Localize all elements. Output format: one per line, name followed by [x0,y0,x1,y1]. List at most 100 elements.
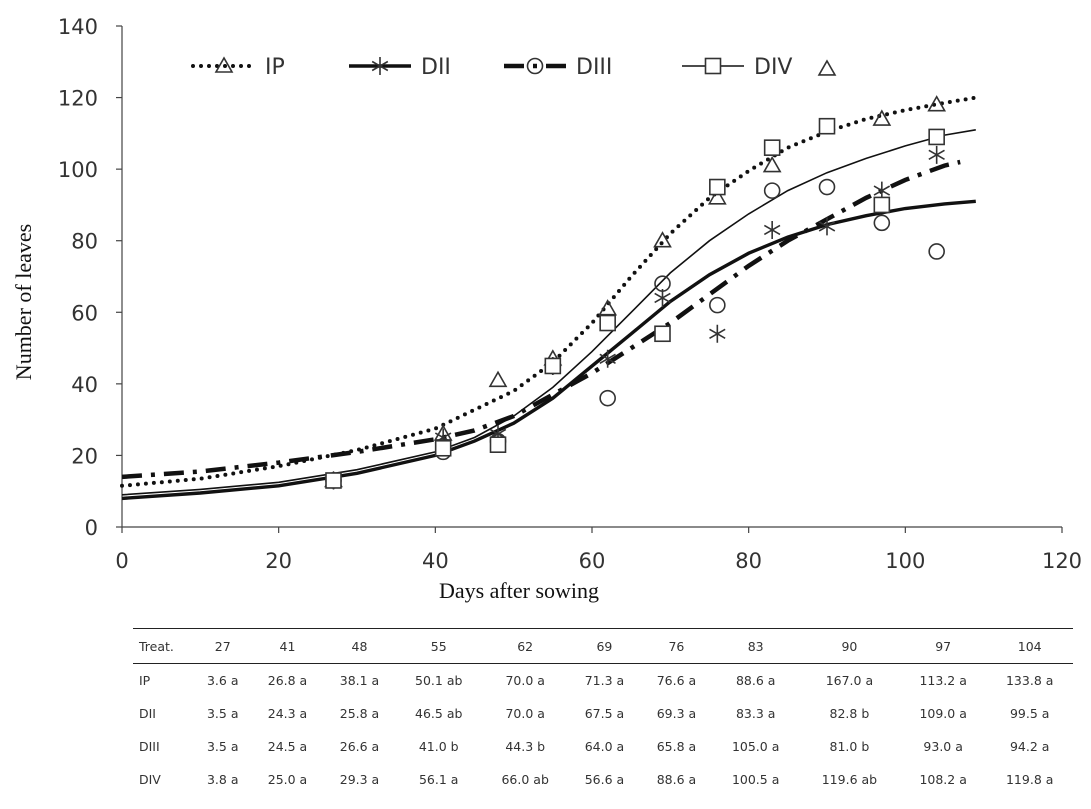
table-header-day: 76 [640,628,713,664]
table-cell-value: 119.6 ab [821,772,878,787]
table-cell-value: 88.6 a [735,673,776,688]
table-header-day: 90 [798,628,900,664]
marker-div [709,178,726,196]
table-body: IP 3.6 a 26.8 a 38.1 a 50.1 ab 70.0 a 71.3 a 76… [133,664,1073,797]
table-header-day: 97 [899,628,987,664]
table-cell-treatment: DIV [139,772,161,787]
table-cell-treatment: IP [139,673,151,688]
table-cell-value: 64.0 a [584,739,625,754]
table-cell-value: 3.5 a [206,706,239,721]
table-cell-value: 3.5 a [206,739,239,754]
marker-dii [654,288,671,307]
fit-curve-div [121,129,976,496]
table-cell-value: 24.5 a [267,739,308,754]
table-cell-value: 69.3 a [656,706,697,721]
table-cell-value: 113.2 a [919,673,967,688]
marker-dii [873,181,891,200]
x-tick-label: 80 [735,549,762,573]
table-cell-value: 24.3 a [267,706,308,721]
table-cell-value: 94.2 a [1009,739,1050,754]
x-tick-label: 100 [885,549,925,573]
marker-ip [488,370,508,388]
table-header-day: 62 [481,628,569,664]
y-tick-label: 80 [71,230,98,254]
marker-div [818,117,836,135]
marker-diii [818,178,836,196]
table-cell-value: 81.0 b [829,739,870,754]
marker-ip [762,155,782,173]
y-tick-label: 40 [71,373,98,397]
y-tick-label: 120 [58,87,98,111]
x-tick-label: 120 [1042,549,1082,573]
table-cell-value: 83.3 a [735,706,776,721]
table-cell-value: 70.0 a [505,673,545,688]
table-cell-value: 109.0 a [919,706,967,721]
table-cell-value: 25.0 a [267,772,308,787]
table-cell-value: 38.1 a [339,673,380,688]
table-header-day: 55 [395,628,482,664]
growth-chart: 0 20 40 60 80 100 120 0 20 40 60 80 100 120 140 IP DII D… [11,15,1082,603]
table-cell-value: 41.0 b [418,739,459,754]
table-cell-value: 167.0 a [825,673,874,688]
table-cell-value: 25.8 a [339,706,380,721]
marker-diii [709,296,726,314]
marker-ip [707,188,727,205]
legend-label-diii: DIII [576,55,612,80]
marker-dii [928,145,945,164]
chart-legend: IP DII DIII DIV [191,55,792,80]
table-row: DIII 3.5 a 24.5 a 26.6 a 41.0 b 44.3 b 64.0 a 6… [133,730,1073,763]
table-row: DIV 3.8 a 25.0 a 29.3 a 56.1 a 66.0 ab 56.6 a 8… [133,763,1073,796]
table-cell-value: 108.2 a [919,772,967,787]
marker-diii [873,214,891,232]
table-cell-value: 26.6 a [339,739,380,754]
y-tick-label: 60 [71,301,98,325]
legend-marker-dii [371,57,389,75]
table-cell-value: 65.8 a [656,739,697,754]
fit-curve-ip [120,95,978,488]
marker-div [654,325,671,343]
chart-axes: 0 20 40 60 80 100 120 0 20 40 60 80 100 120 140 [58,15,1082,573]
marker-div [325,472,342,489]
table-cell-treatment: DIII [139,739,160,754]
table-header-day: 69 [568,628,641,664]
table-cell-value: 67.5 a [584,706,625,721]
legend-marker-ip [214,56,234,73]
marker-div [763,139,781,156]
fit-curves [120,95,978,501]
x-tick-label: 60 [579,549,606,573]
table-cell-value: 133.8 a [1005,673,1054,688]
table-cell-value: 100.5 a [731,772,780,787]
table-header-day: 27 [194,628,252,664]
table-cell-value: 93.0 a [923,739,963,754]
table-header-day: 83 [712,628,799,664]
marker-dii [709,324,726,343]
marker-div [544,357,562,375]
table-cell-value: 82.8 b [829,706,870,721]
marker-diii [599,389,616,407]
table-cell-value: 88.6 a [656,772,697,787]
y-tick-label: 100 [58,158,98,182]
legend-marker-div [704,57,722,75]
table-cell-value: 105.0 a [731,739,780,754]
table-cell-value: 70.0 a [505,706,545,721]
table-cell-value: 50.1 ab [415,673,463,688]
table-header-day: 48 [323,628,396,664]
marker-dii [599,349,616,368]
marker-dii [818,217,836,236]
y-tick-label: 20 [71,444,98,468]
table-header-day: 41 [251,628,324,664]
y-axis-title: Number of leaves [11,224,36,380]
marker-ip [872,109,892,126]
table-cell-value: 66.0 ab [501,772,549,787]
marker-div [599,314,616,332]
marker-ip [653,231,672,248]
legend-label-ip: IP [265,55,285,80]
table-row: IP 3.6 a 26.8 a 38.1 a 50.1 ab 70.0 a 71.3 a 76… [133,664,1073,698]
table-header-row: Treat. 27 41 48 55 62 69 76 83 90 97 104 [133,628,1073,664]
table-cell-value: 3.8 a [206,772,239,787]
marker-diii [928,243,945,260]
marker-diii [654,275,671,292]
leaves-table: Treat. 27 41 48 55 62 69 76 83 90 97 104 IP 3.6 a 26.… [133,628,1073,796]
legend-label-dii: DII [421,55,451,80]
legend-label-div: DIV [754,55,792,80]
